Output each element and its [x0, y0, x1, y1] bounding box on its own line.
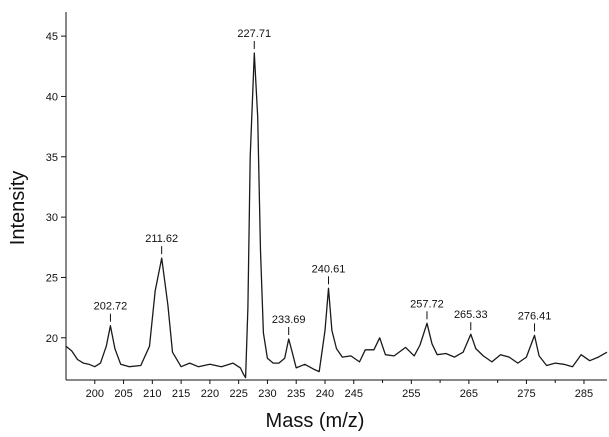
x-tick-label: 220: [201, 388, 219, 400]
peak-label: 233.69: [272, 314, 306, 326]
peak-label: 211.62: [145, 233, 178, 245]
y-tick-label: 30: [46, 212, 58, 224]
peak-label: 257.72: [410, 298, 444, 310]
x-tick-label: 275: [517, 388, 535, 400]
peak-label: 240.61: [312, 263, 346, 275]
y-tick-label: 35: [46, 152, 58, 164]
y-axis-title: Intensity: [7, 171, 29, 245]
y-tick-label: 45: [46, 31, 58, 43]
series-layer: [65, 52, 608, 379]
x-axis-title: Mass (m/z): [266, 410, 365, 432]
y-tick-label: 25: [46, 272, 58, 284]
x-tick-label: 265: [460, 388, 478, 400]
spectrum-line: [65, 52, 608, 379]
x-tick-label: 200: [86, 388, 104, 400]
x-tick-label: 240: [316, 388, 334, 400]
x-tick-label: 285: [575, 388, 593, 400]
x-tick-label: 235: [287, 388, 305, 400]
axes-layer: [65, 12, 607, 381]
x-tick-label: 205: [114, 388, 132, 400]
x-tick-label: 255: [402, 388, 420, 400]
y-tick-label: 40: [46, 91, 58, 103]
x-tick-label: 215: [172, 388, 190, 400]
x-tick-label: 230: [258, 388, 276, 400]
peak-label: 276.41: [518, 310, 552, 322]
peak-label: 227.71: [237, 28, 271, 40]
peak-labels-layer: 202.72 211.62 227.71 233.69 240.61 257.72 265.…: [94, 28, 552, 335]
y-tick-label: 20: [46, 333, 58, 345]
x-tick-label: 225: [229, 388, 247, 400]
ticks-layer: 20 25 30 35 40 45 200 205 210 215 220 225 230 235 240 2…: [46, 31, 593, 400]
peak-label: 202.72: [94, 301, 128, 313]
x-tick-label: 245: [345, 388, 363, 400]
peak-label: 265.33: [454, 309, 488, 321]
x-tick-label: 210: [143, 388, 161, 400]
